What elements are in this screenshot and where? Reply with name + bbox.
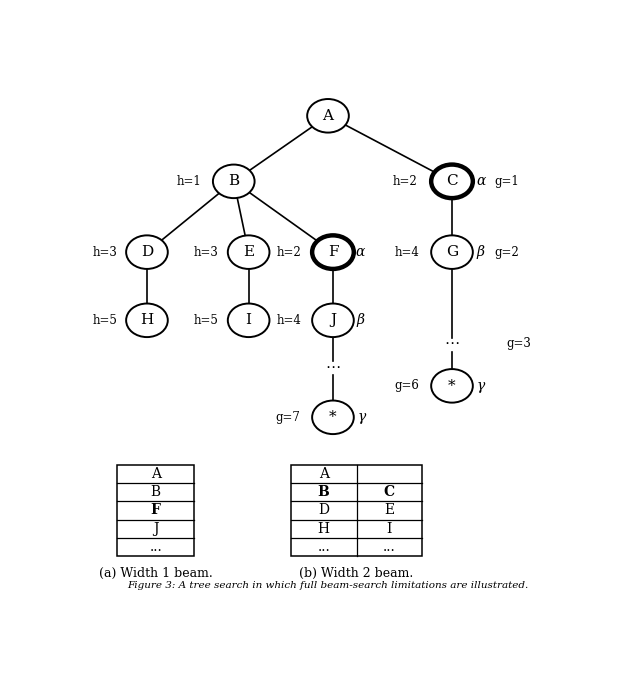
Text: ...: ... [317, 540, 330, 554]
Bar [117, 464, 194, 556]
Text: F: F [150, 503, 161, 518]
Text: ...: ... [149, 540, 162, 554]
Text: C: C [446, 174, 458, 189]
Ellipse shape [312, 304, 354, 337]
Text: *: * [448, 379, 456, 393]
Text: β: β [477, 245, 484, 259]
Text: g=7: g=7 [275, 411, 300, 424]
Text: ⋯: ⋯ [444, 336, 460, 351]
Text: A: A [319, 466, 329, 481]
Ellipse shape [312, 400, 354, 434]
Text: *: * [329, 411, 337, 424]
Ellipse shape [228, 304, 269, 337]
Text: F: F [328, 245, 338, 259]
Ellipse shape [431, 369, 473, 402]
Text: E: E [384, 503, 394, 518]
Text: B: B [150, 485, 161, 499]
Text: g=1: g=1 [494, 175, 519, 188]
Text: h=3: h=3 [92, 246, 117, 259]
Text: I: I [246, 313, 252, 328]
Text: A: A [150, 466, 161, 481]
Text: ...: ... [383, 540, 396, 554]
Text: h=4: h=4 [277, 314, 301, 327]
Text: γ: γ [358, 411, 366, 424]
Bar [291, 464, 422, 556]
Text: J: J [153, 522, 158, 536]
Ellipse shape [213, 165, 255, 198]
Text: H: H [140, 313, 154, 328]
Text: G: G [446, 245, 458, 259]
Text: C: C [384, 485, 395, 499]
Text: β: β [356, 313, 364, 328]
Ellipse shape [431, 165, 473, 198]
Text: (b) Width 2 beam.: (b) Width 2 beam. [300, 567, 413, 580]
Text: α: α [476, 174, 486, 189]
Text: h=2: h=2 [277, 246, 301, 259]
Text: (a) Width 1 beam.: (a) Width 1 beam. [99, 567, 212, 580]
Text: γ: γ [477, 379, 485, 393]
Text: D: D [318, 503, 329, 518]
Text: g=2: g=2 [494, 246, 519, 259]
Text: α: α [356, 245, 365, 259]
Text: h=2: h=2 [392, 175, 417, 188]
Text: A: A [323, 109, 333, 123]
Text: D: D [141, 245, 153, 259]
Ellipse shape [228, 236, 269, 269]
Text: Figure 3: A tree search in which full beam-search limitations are illustrated.: Figure 3: A tree search in which full be… [127, 582, 529, 590]
Ellipse shape [431, 236, 473, 269]
Text: E: E [243, 245, 254, 259]
Ellipse shape [307, 99, 349, 133]
Ellipse shape [126, 304, 168, 337]
Text: I: I [387, 522, 392, 536]
Text: J: J [330, 313, 336, 328]
Ellipse shape [312, 236, 354, 269]
Text: h=4: h=4 [395, 246, 420, 259]
Text: H: H [317, 522, 330, 536]
Text: h=5: h=5 [194, 314, 219, 327]
Text: h=5: h=5 [92, 314, 117, 327]
Text: h=3: h=3 [194, 246, 219, 259]
Text: h=1: h=1 [177, 175, 202, 188]
Text: g=3: g=3 [506, 337, 531, 351]
Text: ⋯: ⋯ [325, 360, 340, 375]
Ellipse shape [126, 236, 168, 269]
Text: g=6: g=6 [394, 379, 419, 392]
Text: B: B [228, 174, 239, 189]
Text: B: B [318, 485, 330, 499]
